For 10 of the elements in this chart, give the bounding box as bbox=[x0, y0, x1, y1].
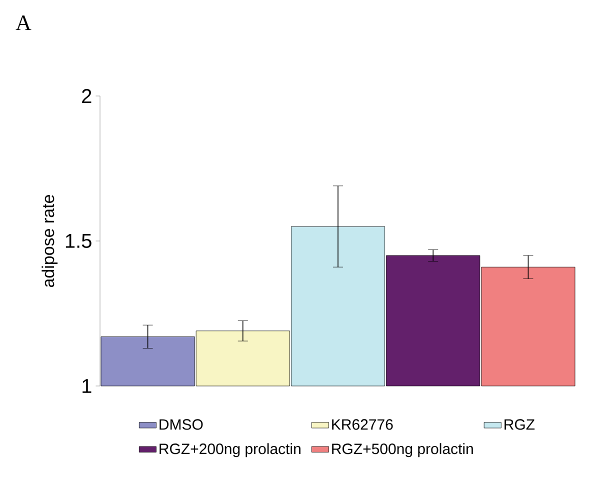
text: A bbox=[16, 16, 32, 30]
y-tick-label: 1 bbox=[82, 379, 92, 393]
legend-label: RGZ+500ng prolactin bbox=[332, 443, 473, 458]
legend-label: KR62776 bbox=[332, 419, 393, 430]
legend-label: RGZ bbox=[504, 419, 535, 430]
legend-label: RGZ+200ng prolactin bbox=[160, 443, 300, 458]
y-tick-label: 2 bbox=[82, 89, 92, 103]
legend-label: DMSO bbox=[160, 419, 203, 430]
y-axis-title: adipose rate bbox=[42, 194, 58, 288]
y-tick-label: 1.5 bbox=[66, 234, 92, 248]
